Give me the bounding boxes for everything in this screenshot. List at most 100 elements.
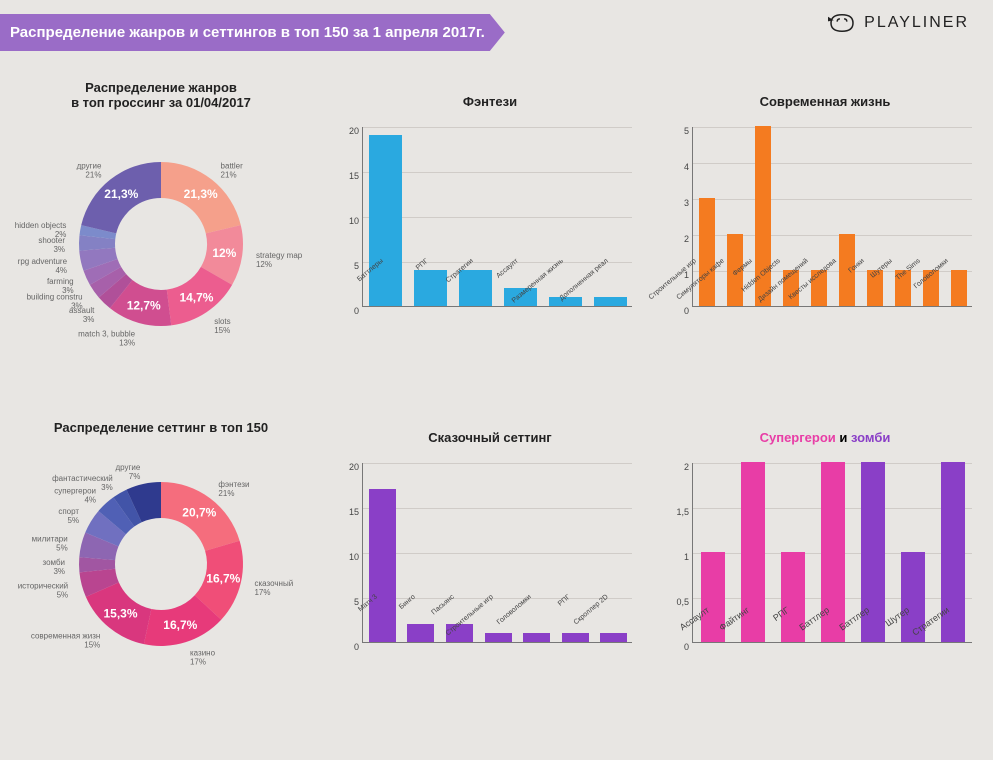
donut-outer-pct: 15% xyxy=(214,326,230,335)
bar-chart-fairy: Сказочный сеттинг 05101520Матч 3БингоПась… xyxy=(340,430,640,693)
grid-line xyxy=(363,598,632,599)
bar-plot: 012345 xyxy=(692,127,972,307)
y-tick: 20 xyxy=(349,462,363,472)
donut-outer-label: супергерои xyxy=(54,486,96,495)
donut-inner-pct: 12,7% xyxy=(127,299,161,313)
y-tick: 15 xyxy=(349,171,363,181)
grid-line xyxy=(693,199,972,200)
bar-plot: 05101520 xyxy=(362,463,632,643)
donut-outer-pct: 3% xyxy=(53,245,65,254)
donut-outer-label: спорт xyxy=(58,507,79,516)
x-labels: АссаултФайтингРПГБаттлерБаттлерШутерСтра… xyxy=(692,643,972,693)
grid-line xyxy=(363,262,632,263)
donut-title: в топ гроссинг за 01/04/2017 xyxy=(6,95,316,110)
y-tick: 10 xyxy=(349,216,363,226)
donut-inner-pct: 16,7% xyxy=(206,572,240,586)
logo: PLAYLINER xyxy=(828,12,969,34)
donut-outer-label: другие xyxy=(115,463,140,472)
donut-svg: 20,7%16,7%16,7%15,3%фэнтези21%сказочный1… xyxy=(6,439,316,699)
donut-outer-pct: 2% xyxy=(55,230,67,239)
grid-line xyxy=(363,217,632,218)
grid-line xyxy=(363,172,632,173)
donut-outer-pct: 3% xyxy=(62,286,74,295)
donut-outer-pct: 21% xyxy=(218,489,234,498)
grid-line xyxy=(363,127,632,128)
donut-outer-pct: 5% xyxy=(57,590,69,599)
logo-text: PLAYLINER xyxy=(864,14,969,32)
donut-outer-pct: 5% xyxy=(68,516,80,525)
donut-outer-label: казино xyxy=(190,649,216,658)
bar xyxy=(600,633,627,642)
donut-outer-label: зомби xyxy=(43,558,66,567)
donut-outer-label: rpg adventure xyxy=(18,257,68,266)
donut-outer-pct: 4% xyxy=(55,266,67,275)
donut-outer-pct: 3% xyxy=(101,483,113,492)
donut-outer-pct: 13% xyxy=(119,338,135,347)
y-tick: 5 xyxy=(684,126,693,136)
donut-inner-pct: 12% xyxy=(212,246,236,260)
donut-outer-pct: 3% xyxy=(71,301,83,310)
donut-outer-label: другие xyxy=(77,162,102,171)
donut-chart-settings: Распределение сеттинг в топ 15020,7%16,7… xyxy=(6,420,316,699)
y-tick: 15 xyxy=(349,507,363,517)
x-labels: Матч 3БингоПасьянсСтроительные игрГолово… xyxy=(362,643,632,693)
bar-chart-combo: Супергерои и зомби00,511,52АссаултФайтин… xyxy=(670,430,980,693)
donut-outer-pct: 5% xyxy=(56,543,68,552)
donut-outer-pct: 3% xyxy=(53,567,65,576)
y-tick: 2 xyxy=(684,462,693,472)
donut-outer-pct: 15% xyxy=(84,640,100,649)
donut-outer-pct: 4% xyxy=(84,495,96,504)
grid-line xyxy=(693,127,972,128)
donut-outer-pct: 3% xyxy=(83,315,95,324)
grid-line xyxy=(693,163,972,164)
grid-line xyxy=(363,508,632,509)
bar-title: Современная жизнь xyxy=(670,94,980,109)
y-tick: 5 xyxy=(354,261,363,271)
y-tick: 2 xyxy=(684,234,693,244)
grid-line xyxy=(363,463,632,464)
donut-outer-label: милитари xyxy=(32,534,68,543)
y-tick: 0,5 xyxy=(676,597,693,607)
donut-outer-label: фантастический xyxy=(52,474,113,483)
donut-outer-label: фэнтези xyxy=(218,480,249,489)
donut-outer-label: strategy map xyxy=(256,251,303,260)
donut-outer-label: building constru xyxy=(27,292,83,301)
bar-title: Фэнтези xyxy=(340,94,640,109)
donut-outer-label: farming xyxy=(47,277,74,286)
bar-title: Сказочный сеттинг xyxy=(340,430,640,445)
banner-text: Распределение жанров и сеттингов в топ 1… xyxy=(10,24,485,41)
x-labels: Строительные игрСимуляторы кафеФермыHidd… xyxy=(692,307,972,357)
y-tick: 20 xyxy=(349,126,363,136)
donut-outer-label: hidden objects xyxy=(15,221,67,230)
donut-outer-label: исторический xyxy=(18,581,68,590)
donut-outer-pct: 17% xyxy=(254,588,270,597)
logo-icon xyxy=(828,12,856,34)
y-tick: 3 xyxy=(684,198,693,208)
donut-inner-pct: 15,3% xyxy=(104,607,138,621)
bar xyxy=(951,270,968,306)
y-tick: 4 xyxy=(684,162,693,172)
donut-inner-pct: 21,3% xyxy=(184,187,218,201)
donut-outer-pct: 21% xyxy=(85,171,101,180)
donut-outer-label: slots xyxy=(214,317,230,326)
donut-outer-label: battler xyxy=(221,162,244,171)
bar-chart-modern: Современная жизнь 012345Строительные игрС… xyxy=(670,94,980,357)
combo-title: Супергерои и зомби xyxy=(670,430,980,445)
combo-title-part1: Супергерои xyxy=(760,430,836,445)
donut-chart-genres: Распределение жанровв топ гроссинг за 01… xyxy=(6,80,316,374)
donut-svg: 21,3%12%14,7%12,7%21,3%battler21%strateg… xyxy=(6,114,316,374)
donut-inner-pct: 16,7% xyxy=(163,618,197,632)
donut-outer-label: современная жизн xyxy=(31,631,100,640)
donut-title: Распределение жанров xyxy=(6,80,316,95)
grid-line xyxy=(363,553,632,554)
donut-outer-pct: 7% xyxy=(129,472,141,481)
bar xyxy=(594,297,626,306)
donut-title: Распределение сеттинг в топ 150 xyxy=(6,420,316,435)
bar-chart-fantasy: Фэнтези05101520БаттлерыРПГСтратегииАссау… xyxy=(340,94,640,357)
header-banner: Распределение жанров и сеттингов в топ 1… xyxy=(0,14,505,51)
donut-outer-pct: 17% xyxy=(190,658,206,667)
combo-title-part2: зомби xyxy=(851,430,890,445)
donut-inner-pct: 14,7% xyxy=(179,290,213,304)
y-tick: 10 xyxy=(349,552,363,562)
y-tick: 1,5 xyxy=(676,507,693,517)
